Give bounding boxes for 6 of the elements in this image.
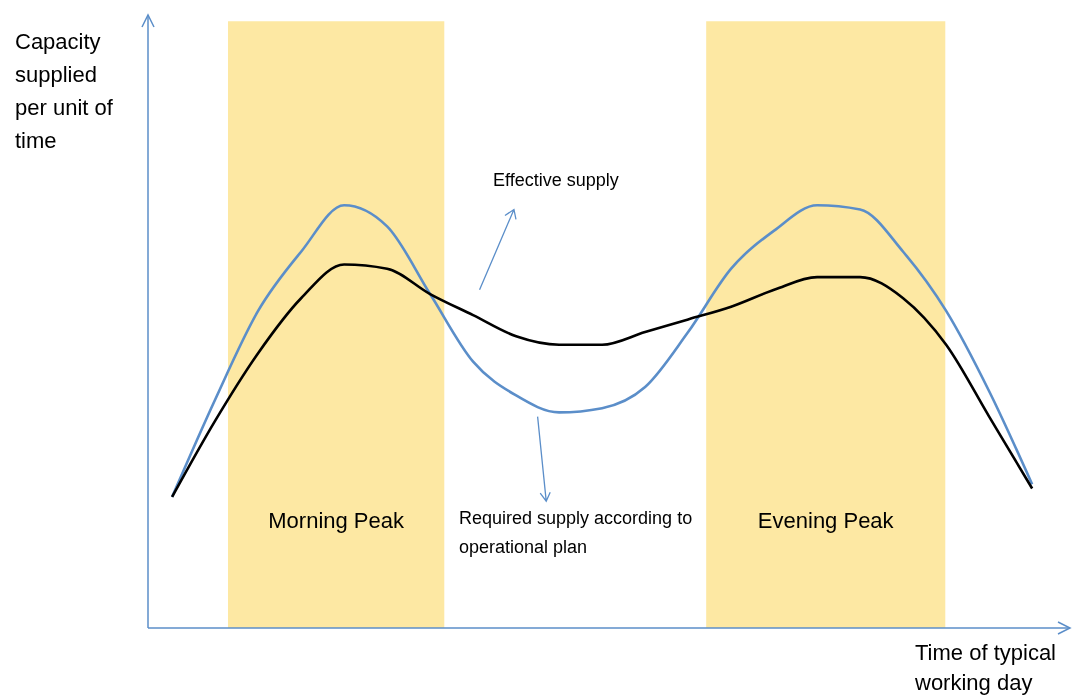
annotation: Evening Peak [757, 508, 895, 533]
x-axis-title: Time of typical working day [915, 639, 1057, 697]
legend-label: Required supply according to operational plan [459, 507, 694, 559]
text: Effective supply [493, 170, 619, 191]
y-axis-title: Capacity supplied per unit of time [15, 28, 114, 155]
annotation: Morning Peak [268, 508, 405, 533]
